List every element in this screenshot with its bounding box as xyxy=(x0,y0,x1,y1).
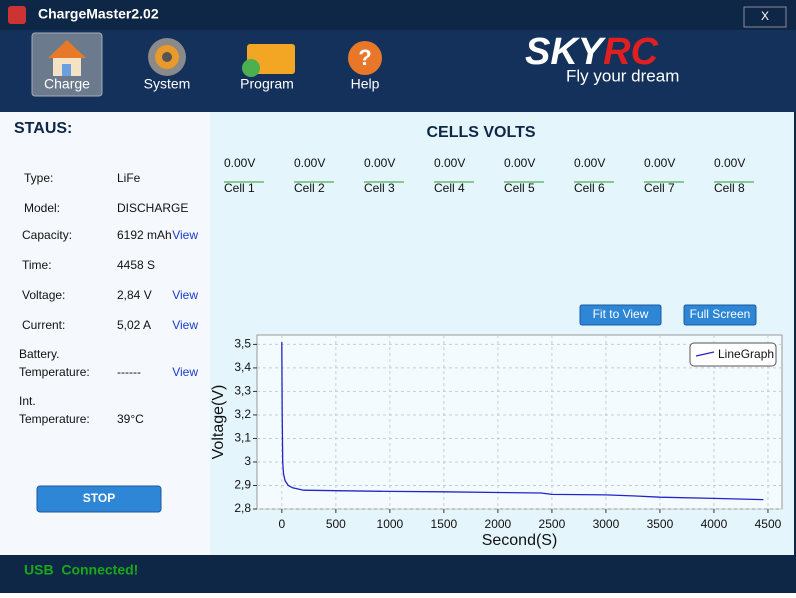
cell-label: Cell 1 xyxy=(224,181,255,195)
cell-label: Cell 7 xyxy=(644,181,675,195)
connection-status: USB Connected! xyxy=(24,562,138,578)
stop-label: STOP xyxy=(83,491,115,505)
graph-button-label: Full Screen xyxy=(690,307,751,321)
x-tick-label: 3500 xyxy=(647,517,674,531)
y-tick-label: 2,9 xyxy=(234,478,251,492)
y-tick-label: 3,3 xyxy=(234,384,251,398)
tab-label[interactable]: Program xyxy=(240,76,294,92)
status-value: 2,84 V xyxy=(117,288,152,302)
svg-text:?: ? xyxy=(358,45,371,70)
y-tick-label: 3,5 xyxy=(234,337,251,351)
cell-label: Cell 2 xyxy=(294,181,325,195)
legend-box xyxy=(689,342,777,367)
cell-value: 0.00V xyxy=(294,156,325,170)
x-tick-label: 4000 xyxy=(701,517,728,531)
legend-swatch xyxy=(695,351,715,357)
cells-title: CELLS VOLTS xyxy=(426,124,535,141)
y-tick-label: 2,8 xyxy=(234,501,251,515)
cell-value: 0.00V xyxy=(224,156,255,170)
cell-value: 0.00V xyxy=(574,156,605,170)
status-label: Temperature: xyxy=(19,365,90,379)
tab-label[interactable]: System xyxy=(144,76,191,92)
cell-value: 0.00V xyxy=(714,156,745,170)
y-axis-label: Voltage(V) xyxy=(210,385,227,460)
app-icon xyxy=(8,6,26,24)
cell-label: Cell 5 xyxy=(504,181,535,195)
status-value: 4458 S xyxy=(117,258,155,272)
y-tick-label: 3,4 xyxy=(234,360,251,374)
graph-button[interactable] xyxy=(683,304,757,326)
x-tick-label: 0 xyxy=(279,517,286,531)
status-bar xyxy=(0,555,796,593)
program-icon xyxy=(242,44,295,77)
system-icon xyxy=(148,38,186,76)
status-label: Type: xyxy=(24,171,53,185)
toolbar xyxy=(0,30,796,112)
logo-brand-a: SKY xyxy=(525,31,607,73)
x-tick-label: 500 xyxy=(326,517,346,531)
tab-label[interactable]: Charge xyxy=(44,76,90,92)
status-label: Time: xyxy=(22,258,52,272)
x-tick-label: 2000 xyxy=(485,517,512,531)
cell-value: 0.00V xyxy=(644,156,675,170)
view-link[interactable]: View xyxy=(172,288,198,302)
cell-label: Cell 6 xyxy=(574,181,605,195)
status-value: 39°C xyxy=(117,412,144,426)
close-label: X xyxy=(761,9,769,23)
cell-value: 0.00V xyxy=(504,156,535,170)
x-tick-label: 2500 xyxy=(539,517,566,531)
logo-brand-b: RC xyxy=(603,31,658,73)
legend-label: LineGraph xyxy=(718,347,774,361)
status-label: Int. xyxy=(19,394,36,408)
logo-slogan: Fly your dream xyxy=(566,66,679,85)
graph-button[interactable] xyxy=(579,304,662,326)
status-value: 6192 mAh xyxy=(117,228,172,242)
cell-value: 0.00V xyxy=(364,156,395,170)
stop-button[interactable] xyxy=(36,485,162,513)
view-link[interactable]: View xyxy=(172,365,198,379)
cell-label: Cell 8 xyxy=(714,181,745,195)
x-tick-label: 3000 xyxy=(593,517,620,531)
status-value: DISCHARGE xyxy=(117,201,188,215)
help-icon: ? xyxy=(348,41,382,75)
close-button[interactable] xyxy=(743,6,787,28)
data-line xyxy=(281,342,764,501)
status-panel xyxy=(0,112,210,555)
status-label: Voltage: xyxy=(22,288,65,302)
graph-button-label: Fit to View xyxy=(593,307,649,321)
cell-value: 0.00V xyxy=(434,156,465,170)
charge-icon xyxy=(48,40,86,76)
tab-label[interactable]: Help xyxy=(351,76,380,92)
status-value: 5,02 A xyxy=(117,318,151,332)
status-value: ------ xyxy=(117,365,141,379)
cell-label: Cell 3 xyxy=(364,181,395,195)
x-tick-label: 4500 xyxy=(755,517,782,531)
status-value: LiFe xyxy=(117,171,141,185)
y-tick-label: 3,2 xyxy=(234,407,251,421)
status-label: Current: xyxy=(22,318,65,332)
y-tick-label: 3,1 xyxy=(234,431,251,445)
logo-brand: SKYRC xyxy=(525,31,659,73)
status-label: Capacity: xyxy=(22,228,72,242)
view-link[interactable]: View xyxy=(172,318,198,332)
x-axis-label: Second(S) xyxy=(482,532,558,549)
status-label: Battery. xyxy=(19,347,59,361)
status-label: Temperature: xyxy=(19,412,90,426)
window-title: ChargeMaster2.02 xyxy=(38,6,159,22)
y-tick-label: 3 xyxy=(244,454,251,468)
x-tick-label: 1000 xyxy=(377,517,404,531)
status-heading: STAUS: xyxy=(14,120,72,137)
status-label: Model: xyxy=(24,201,60,215)
cell-label: Cell 4 xyxy=(434,181,465,195)
x-tick-label: 1500 xyxy=(431,517,458,531)
view-link[interactable]: View xyxy=(172,228,198,242)
